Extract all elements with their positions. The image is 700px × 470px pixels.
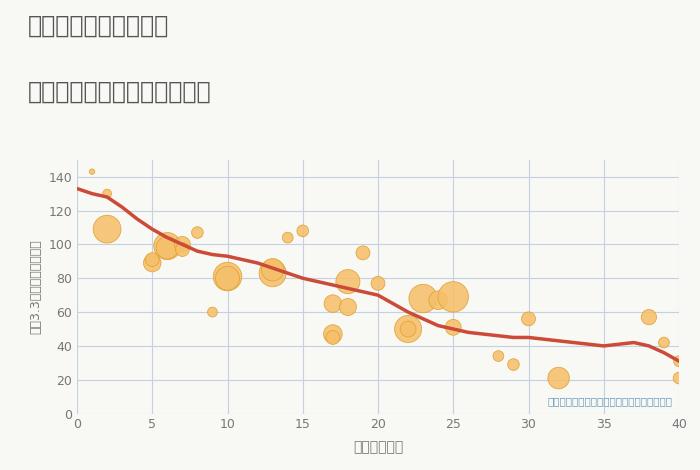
Point — [448, 323, 459, 331]
Text: 築年数別中古マンション価格: 築年数別中古マンション価格 — [28, 80, 211, 104]
Point — [448, 293, 459, 301]
Point — [372, 280, 384, 287]
Point — [342, 303, 354, 311]
Point — [267, 269, 278, 277]
Point — [267, 266, 278, 274]
Point — [402, 325, 414, 333]
Point — [328, 300, 339, 307]
X-axis label: 築年数（年）: 築年数（年） — [353, 440, 403, 454]
Point — [342, 278, 354, 285]
Point — [658, 339, 669, 346]
Point — [673, 357, 685, 365]
Point — [328, 334, 339, 341]
Point — [147, 256, 158, 263]
Text: 奈良県奈良市押熊町の: 奈良県奈良市押熊町の — [28, 14, 169, 38]
Point — [357, 249, 368, 257]
Point — [162, 244, 173, 251]
Point — [222, 273, 233, 280]
Text: 円の大きさは、取引のあった物件面積を示す: 円の大きさは、取引のあった物件面積を示す — [548, 396, 673, 406]
Point — [673, 374, 685, 382]
Point — [222, 274, 233, 282]
Point — [297, 227, 308, 235]
Point — [417, 295, 428, 302]
Point — [282, 234, 293, 242]
Point — [493, 352, 504, 360]
Point — [176, 241, 188, 248]
Point — [147, 259, 158, 267]
Y-axis label: 坪（3.3㎡）単価（万円）: 坪（3.3㎡）単価（万円） — [29, 239, 43, 334]
Point — [328, 330, 339, 338]
Point — [523, 315, 534, 322]
Point — [102, 190, 113, 197]
Point — [162, 243, 173, 250]
Point — [508, 361, 519, 368]
Point — [553, 374, 564, 382]
Point — [207, 308, 218, 316]
Point — [643, 313, 655, 321]
Point — [176, 246, 188, 253]
Point — [87, 168, 98, 175]
Point — [192, 229, 203, 236]
Point — [433, 297, 444, 304]
Point — [402, 325, 414, 333]
Point — [102, 226, 113, 233]
